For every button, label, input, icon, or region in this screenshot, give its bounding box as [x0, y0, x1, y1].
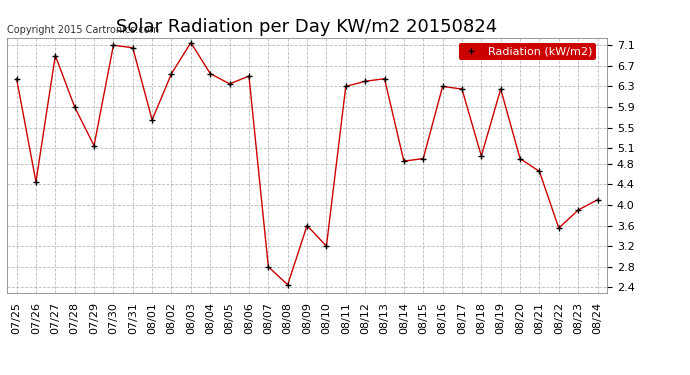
Radiation (kW/m2)	[168, 71, 176, 76]
Radiation (kW/m2)	[400, 159, 408, 164]
Radiation (kW/m2)	[497, 87, 505, 91]
Radiation (kW/m2)	[322, 244, 331, 248]
Radiation (kW/m2)	[264, 264, 273, 269]
Radiation (kW/m2)	[148, 118, 156, 122]
Radiation (kW/m2)	[593, 198, 602, 202]
Radiation (kW/m2)	[535, 169, 544, 174]
Radiation (kW/m2)	[70, 105, 79, 109]
Line: Radiation (kW/m2): Radiation (kW/m2)	[14, 40, 600, 288]
Radiation (kW/m2)	[226, 82, 234, 86]
Radiation (kW/m2)	[458, 87, 466, 91]
Text: Copyright 2015 Cartronics.com: Copyright 2015 Cartronics.com	[7, 25, 159, 35]
Radiation (kW/m2)	[206, 71, 215, 76]
Legend: Radiation (kW/m2): Radiation (kW/m2)	[459, 43, 595, 60]
Radiation (kW/m2)	[574, 208, 582, 212]
Radiation (kW/m2)	[342, 84, 350, 89]
Radiation (kW/m2)	[419, 156, 427, 161]
Radiation (kW/m2)	[516, 156, 524, 161]
Radiation (kW/m2)	[555, 226, 563, 230]
Radiation (kW/m2)	[109, 43, 117, 48]
Radiation (kW/m2)	[245, 74, 253, 78]
Radiation (kW/m2)	[12, 76, 21, 81]
Radiation (kW/m2)	[438, 84, 446, 89]
Radiation (kW/m2)	[477, 154, 486, 158]
Radiation (kW/m2)	[51, 53, 59, 58]
Radiation (kW/m2)	[361, 79, 369, 84]
Radiation (kW/m2)	[380, 76, 388, 81]
Radiation (kW/m2)	[32, 180, 40, 184]
Radiation (kW/m2)	[284, 282, 292, 287]
Radiation (kW/m2)	[303, 223, 311, 228]
Title: Solar Radiation per Day KW/m2 20150824: Solar Radiation per Day KW/m2 20150824	[117, 18, 497, 36]
Radiation (kW/m2)	[90, 143, 98, 148]
Radiation (kW/m2)	[187, 40, 195, 45]
Radiation (kW/m2)	[128, 45, 137, 50]
